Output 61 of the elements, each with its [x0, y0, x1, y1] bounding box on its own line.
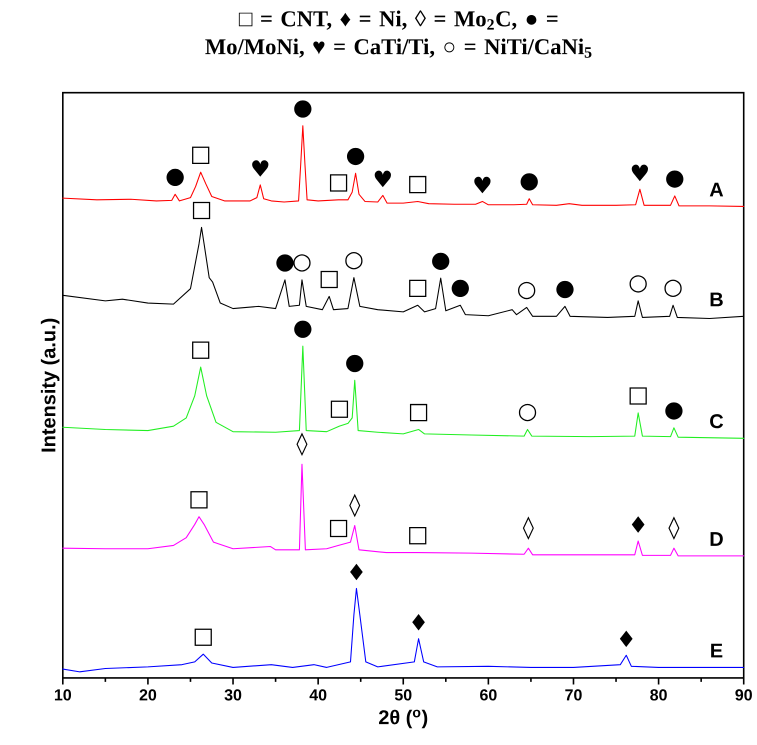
- annotation: ♦: [350, 564, 363, 580]
- annotation: ○: [664, 280, 682, 298]
- annotation: ●: [294, 320, 312, 338]
- x-tick-label: 30: [224, 689, 242, 701]
- x-axis-title: 2θ ($^{o}$): [379, 710, 428, 728]
- annotation: ○: [630, 275, 647, 293]
- x-tick-label: 60: [480, 689, 497, 701]
- series-label: D: [710, 532, 723, 546]
- series-label: B: [710, 292, 723, 306]
- annotation: ♥: [374, 170, 391, 188]
- series-label: E: [711, 644, 722, 658]
- annotation: ○: [293, 254, 311, 272]
- annotation: □: [320, 271, 338, 288]
- annotation: ◊: [349, 494, 360, 518]
- annotation: ◊: [668, 516, 680, 540]
- annotation: ◊: [296, 432, 308, 456]
- x-tick-label: 50: [394, 689, 412, 701]
- x-tick-label: 20: [140, 689, 156, 701]
- annotation: ●: [665, 402, 683, 420]
- annotation: ●: [294, 100, 312, 118]
- annotation: ♦: [412, 614, 425, 631]
- annotation: ○: [518, 282, 536, 300]
- annotation: □: [330, 520, 348, 538]
- annotation: ●: [276, 254, 294, 272]
- annotation: □: [190, 491, 208, 509]
- annotation: ♥: [252, 160, 268, 177]
- x-tick-label: 70: [565, 689, 582, 701]
- annotation: □: [192, 146, 210, 164]
- annotation: ○: [345, 252, 363, 270]
- annotation: ◊: [522, 516, 534, 540]
- annotation: □: [330, 400, 348, 418]
- annotation: □: [409, 176, 426, 194]
- annotation: ●: [556, 281, 574, 298]
- annotation: ♥: [632, 164, 648, 182]
- annotation: ●: [166, 168, 184, 186]
- annotation: ●: [346, 148, 364, 166]
- annotation: ♥: [474, 176, 491, 194]
- annotation: ○: [518, 404, 536, 422]
- annotation: □: [192, 202, 210, 220]
- annotation: □: [330, 174, 348, 192]
- annotation: □: [410, 404, 428, 422]
- annotation: ●: [666, 170, 684, 188]
- annotation: ♦: [632, 516, 644, 533]
- x-tick-label: 10: [54, 689, 72, 701]
- chart-title: □ = CNT, ♦ = Ni, ◊ = Mo$_{2}$C, ● = Mo/MoNi, ♥ = CaTi/Ti, ○ = NiTi/CaNi$_{5}$: [205, 10, 592, 58]
- series-label: C: [710, 414, 724, 428]
- y-axis-title: Intensity (a.u.): [40, 318, 60, 452]
- x-tick-label: 90: [735, 689, 752, 701]
- annotation: ♦: [620, 630, 633, 648]
- annotation: □: [630, 388, 647, 405]
- annotation: □: [409, 280, 426, 298]
- series-label: A: [710, 182, 724, 197]
- annotation: ●: [432, 252, 450, 270]
- annotation: ●: [452, 280, 469, 298]
- x-tick-label: 40: [310, 689, 326, 701]
- annotation: □: [192, 342, 210, 359]
- annotation: ●: [346, 354, 364, 372]
- annotation: ●: [520, 173, 538, 191]
- x-tick-label: 80: [650, 689, 667, 701]
- annotation: □: [194, 628, 212, 646]
- annotation: □: [409, 527, 426, 544]
